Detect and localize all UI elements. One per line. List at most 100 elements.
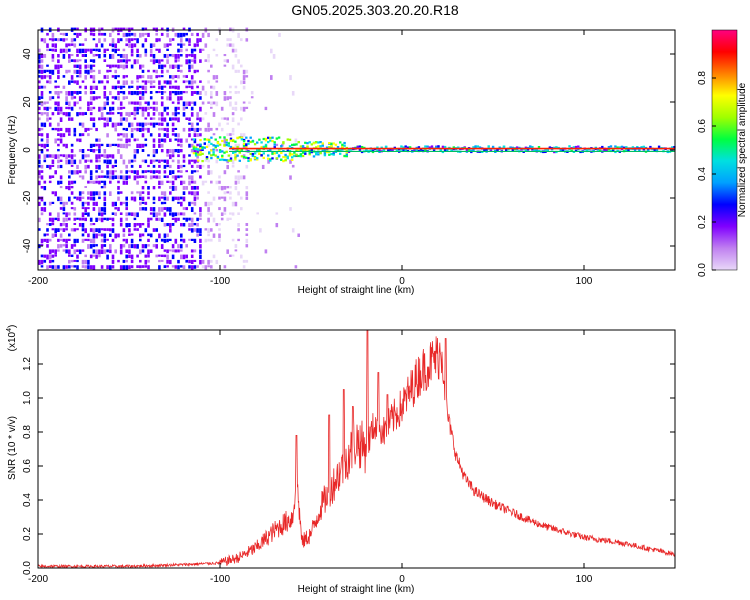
spectrogram-cell xyxy=(238,136,241,139)
spectrogram-cell xyxy=(78,85,82,89)
spectrogram-cell xyxy=(106,265,109,269)
spectrogram-cell xyxy=(100,207,104,212)
spectrogram-cell xyxy=(158,91,161,94)
spectrogram-cell xyxy=(133,196,137,202)
spectrogram-cell xyxy=(163,91,167,94)
spectrogram-cell xyxy=(160,138,164,142)
spectrogram-cell xyxy=(190,254,194,258)
spectrogram-cell xyxy=(117,32,120,36)
spectrogram-cell xyxy=(229,139,233,142)
spectrogram-cell xyxy=(163,212,167,217)
spectrogram-cell xyxy=(38,127,41,132)
spectrogram-cell xyxy=(193,138,197,144)
spectrogram-cell xyxy=(141,69,145,73)
spectrogram-cell xyxy=(59,207,63,210)
spectrogram-cell xyxy=(40,212,44,216)
spectrogram-cell xyxy=(46,143,49,147)
spectrogram-cell xyxy=(199,127,202,131)
spectrogram-cell xyxy=(234,158,237,161)
spectrogram-cell xyxy=(171,85,175,89)
spectrogram-cell xyxy=(271,152,274,155)
spectrogram-cell xyxy=(114,249,117,254)
spectrogram-cell xyxy=(229,137,233,140)
spectrogram-cell xyxy=(267,159,270,164)
spectrogram-cell xyxy=(169,85,172,89)
spectrogram-cell xyxy=(215,259,219,264)
spectrogram-cell xyxy=(117,196,120,201)
spectrogram-cell xyxy=(358,145,362,148)
spectrogram-cell xyxy=(149,48,153,54)
spectrogram-cell xyxy=(185,254,188,259)
spectrogram-cell xyxy=(210,106,213,109)
spectrogram-cell xyxy=(125,164,128,169)
spectrogram-cell xyxy=(212,148,215,151)
spectrogram-cell xyxy=(59,196,63,201)
spectrogram-cell xyxy=(502,145,506,148)
spectrogram-cell xyxy=(57,59,60,64)
spectrogram-cell xyxy=(419,148,423,151)
spectrogram-cell xyxy=(229,212,232,215)
spectrogram-cell xyxy=(38,96,41,100)
spectrogram-cell xyxy=(533,148,536,152)
spectrogram-cell xyxy=(568,145,571,148)
spectrogram-cell xyxy=(89,223,93,226)
spectrogram-cell xyxy=(223,64,227,67)
spectrogram-cell xyxy=(40,127,44,131)
spectrogram-cell xyxy=(152,122,156,128)
spectrogram-cell xyxy=(98,207,101,212)
spectrogram-cell xyxy=(57,154,60,159)
spectrogram-cell xyxy=(89,32,93,36)
spectrogram-cell xyxy=(70,54,74,57)
spectrogram-cell xyxy=(169,54,172,57)
spectrogram-cell xyxy=(111,143,115,146)
spectrogram-cell xyxy=(237,170,240,173)
spectrogram-cell xyxy=(163,249,167,252)
spectrogram-cell xyxy=(117,259,120,263)
spectrogram-cell xyxy=(114,27,117,30)
spectrogram-cell xyxy=(144,117,148,120)
spectrogram-cell xyxy=(65,154,68,160)
spectrogram-cell xyxy=(103,180,107,186)
spectrogram-cell xyxy=(483,149,486,152)
spectrogram-cell xyxy=(192,152,196,155)
spectrogram-cell xyxy=(98,212,101,216)
spectrogram-cell xyxy=(163,233,167,238)
spectrogram-cell xyxy=(180,196,183,200)
spectrogram-cell xyxy=(231,254,235,257)
spectrogram-frame xyxy=(37,29,676,271)
spectrogram-cell xyxy=(103,85,107,90)
spectrogram-cell xyxy=(185,75,188,78)
spectrogram-cell xyxy=(182,265,186,269)
spectrogram-cell xyxy=(245,69,249,74)
spectrogram-cell xyxy=(57,149,60,152)
spectrogram-cell xyxy=(125,223,128,228)
spectrogram-cell xyxy=(106,143,109,147)
spectrogram-cell xyxy=(174,138,178,141)
spectrogram-cell xyxy=(62,143,66,147)
spectrogram-cell xyxy=(59,64,63,68)
spectrogram-cell xyxy=(199,238,202,243)
spectrogram-cell xyxy=(603,148,606,152)
spectrogram-cell xyxy=(54,254,57,257)
spectrogram-cell xyxy=(62,249,66,252)
spectrogram-cell xyxy=(203,146,206,149)
spectrogram-cell xyxy=(196,265,199,268)
spectrogram-cell xyxy=(125,127,128,131)
spectrogram-cell xyxy=(286,157,289,160)
spectrogram-cell xyxy=(424,145,427,148)
spectrogram-cell xyxy=(158,38,161,42)
spectrogram-cell xyxy=(51,69,55,75)
spectrogram-cell xyxy=(147,238,150,242)
spectrogram-cell xyxy=(57,85,60,88)
spectrogram-cell xyxy=(92,238,96,244)
spectrogram-cell xyxy=(147,154,150,157)
spectrogram-cell xyxy=(117,149,120,154)
spectrogram-cell xyxy=(253,157,257,160)
spectrogram-cell xyxy=(188,159,191,165)
spectrogram-cell xyxy=(130,91,134,96)
spectrogram-cell xyxy=(98,54,101,59)
spectrogram-cell xyxy=(130,265,134,269)
spectrogram-cell xyxy=(136,228,139,231)
spectrogram-cell xyxy=(245,191,249,197)
